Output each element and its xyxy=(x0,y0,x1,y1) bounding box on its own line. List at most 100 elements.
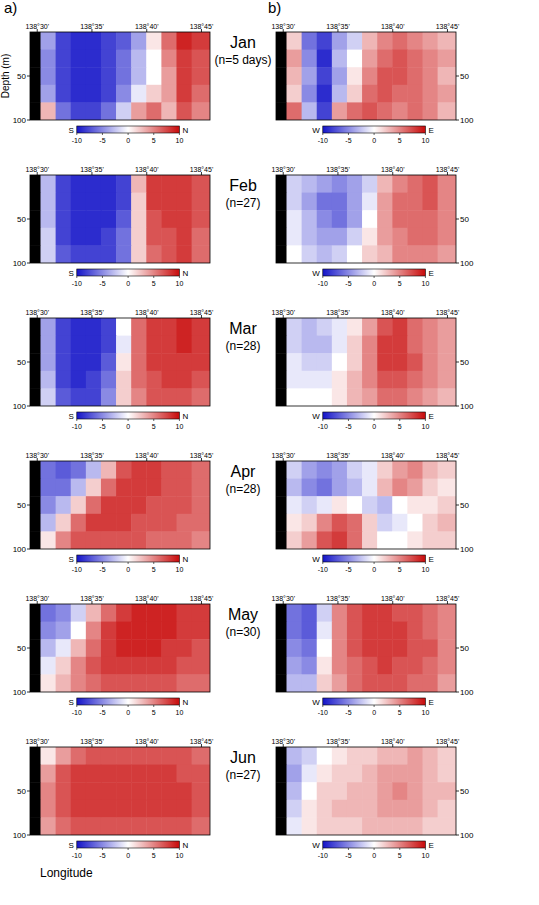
colorbar-high-label: N xyxy=(182,269,188,278)
colorbar-tick xyxy=(322,276,323,278)
cell xyxy=(116,336,132,354)
cell xyxy=(317,639,333,657)
y-tick-label: 50 xyxy=(460,215,469,224)
cell xyxy=(41,800,57,818)
colorbar-tick-label: 5 xyxy=(152,280,156,287)
cell xyxy=(161,32,177,50)
heatmap-cells xyxy=(30,747,210,835)
colorbar-high-label: N xyxy=(182,841,188,850)
cell xyxy=(407,336,423,354)
cell xyxy=(146,496,162,514)
cell xyxy=(71,388,87,406)
cell xyxy=(347,461,363,479)
cell xyxy=(56,388,72,406)
colorbar xyxy=(323,841,426,848)
cell xyxy=(287,604,303,622)
cell xyxy=(362,210,378,228)
cell xyxy=(332,531,348,549)
colorbar xyxy=(77,841,180,848)
colorbar-tick-label: 0 xyxy=(126,566,130,573)
cell xyxy=(86,531,102,549)
colorbar-tick-label: 10 xyxy=(422,280,430,287)
cell xyxy=(317,388,333,406)
cell xyxy=(407,800,423,818)
cell xyxy=(347,245,363,263)
cell xyxy=(116,353,132,371)
cell xyxy=(41,388,57,406)
colorbar-tick xyxy=(348,562,349,564)
cell xyxy=(407,514,423,532)
cell xyxy=(362,622,378,640)
x-tick-label: 138°40' xyxy=(135,595,159,602)
cell xyxy=(30,531,41,549)
colorbar-tick xyxy=(128,419,129,421)
cell xyxy=(131,85,147,103)
cell xyxy=(192,765,210,783)
cell xyxy=(347,479,363,497)
colorbar-tick xyxy=(102,562,103,564)
cell xyxy=(422,210,438,228)
cell xyxy=(131,747,147,765)
colorbar-tick-label: 10 xyxy=(422,423,430,430)
cell xyxy=(438,193,456,211)
colorbar-tick-label: 10 xyxy=(422,566,430,573)
colorbar-tick-label: -5 xyxy=(345,423,351,430)
cell xyxy=(161,371,177,389)
cell xyxy=(176,210,192,228)
cell xyxy=(30,336,41,354)
heatmap-cells xyxy=(30,32,210,120)
cell xyxy=(332,674,348,692)
colorbar-tick xyxy=(348,276,349,278)
cell xyxy=(161,210,177,228)
cell xyxy=(287,102,303,120)
cell xyxy=(56,318,72,336)
plot-frame xyxy=(276,175,456,263)
cell xyxy=(116,461,132,479)
plot-frame xyxy=(30,318,210,406)
cell xyxy=(161,674,177,692)
cell xyxy=(131,32,147,50)
colorbar-tick xyxy=(76,133,77,135)
cell xyxy=(377,800,393,818)
cell xyxy=(161,765,177,783)
y-tick xyxy=(456,648,459,649)
cell xyxy=(276,210,287,228)
cell xyxy=(392,531,408,549)
cell xyxy=(101,371,117,389)
cell xyxy=(407,461,423,479)
cell xyxy=(377,193,393,211)
cell xyxy=(407,228,423,246)
cell xyxy=(347,765,363,783)
cell xyxy=(116,228,132,246)
x-tick-label: 138°35' xyxy=(80,738,104,745)
y-tick-label: 100 xyxy=(460,259,474,268)
cell xyxy=(302,674,318,692)
cell xyxy=(362,175,378,193)
month-label: Jun xyxy=(230,749,256,766)
x-tick-label: 138°40' xyxy=(381,595,405,602)
colorbar-tick-label: 10 xyxy=(422,852,430,859)
cell xyxy=(392,210,408,228)
cell xyxy=(116,531,132,549)
y-tick-label: 50 xyxy=(17,358,26,367)
colorbar-tick-label: -5 xyxy=(99,280,105,287)
cell xyxy=(332,336,348,354)
colorbar-high-label: N xyxy=(182,126,188,135)
colorbar-tick-label: 5 xyxy=(398,423,402,430)
colorbar-tick-label: -5 xyxy=(99,852,105,859)
colorbar-tick xyxy=(425,419,426,421)
cell xyxy=(176,193,192,211)
colorbar-tick-label: 10 xyxy=(422,137,430,144)
colorbar-tick xyxy=(374,562,375,564)
cell xyxy=(302,639,318,657)
cell xyxy=(71,85,87,103)
cell xyxy=(287,817,303,835)
cell xyxy=(332,228,348,246)
cell xyxy=(131,514,147,532)
colorbar-tick xyxy=(128,848,129,850)
x-tick-label: 138°45' xyxy=(190,738,214,745)
colorbar-tick xyxy=(374,419,375,421)
cell xyxy=(176,388,192,406)
cell xyxy=(116,657,132,675)
y-tick xyxy=(456,406,459,407)
